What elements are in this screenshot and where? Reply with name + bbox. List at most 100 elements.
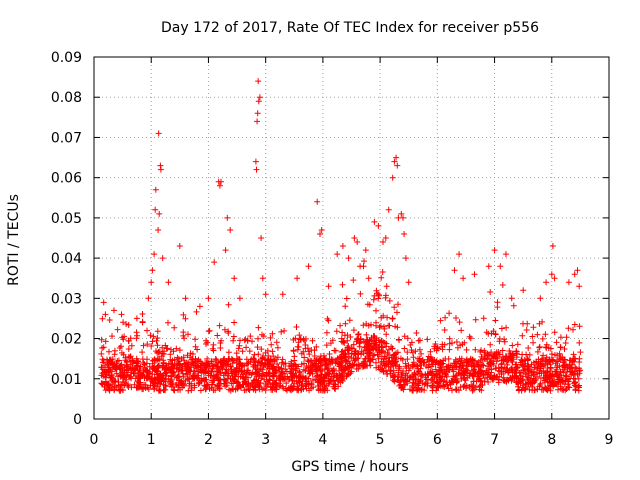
data-point — [565, 378, 572, 385]
data-point — [550, 382, 556, 389]
data-point — [232, 373, 239, 380]
data-point — [405, 367, 412, 374]
data-point — [496, 373, 503, 380]
data-point — [305, 348, 312, 355]
data-point — [305, 263, 312, 270]
data-point — [150, 333, 157, 340]
data-point — [463, 346, 470, 353]
data-point — [547, 345, 554, 352]
data-point — [120, 375, 127, 382]
data-point — [125, 337, 132, 344]
data-point — [298, 381, 305, 388]
data-point — [485, 263, 492, 270]
y-axis-label: ROTI / TECUs — [6, 194, 22, 286]
data-point — [314, 379, 321, 386]
data-point — [480, 315, 487, 322]
data-point — [219, 360, 226, 367]
data-point — [168, 369, 175, 376]
y-tick-label: 0.09 — [51, 50, 82, 66]
data-point — [321, 352, 327, 359]
data-point — [451, 363, 458, 369]
data-point — [335, 378, 342, 385]
data-point — [562, 377, 569, 384]
data-point — [134, 362, 141, 369]
data-point — [362, 339, 369, 346]
data-point — [225, 349, 232, 356]
data-point — [526, 366, 533, 372]
data-point — [551, 275, 558, 282]
data-point — [417, 337, 423, 344]
data-point — [267, 361, 274, 368]
data-point — [98, 350, 105, 357]
data-point — [229, 375, 236, 382]
data-point — [228, 355, 235, 362]
data-point — [124, 371, 131, 378]
data-point — [112, 365, 119, 372]
data-point — [332, 347, 339, 354]
data-point — [98, 336, 105, 343]
data-point — [295, 377, 302, 384]
data-point — [148, 343, 155, 349]
data-point — [294, 343, 301, 350]
data-point — [208, 358, 215, 365]
data-point — [369, 356, 376, 363]
data-point — [500, 377, 507, 384]
data-point — [209, 365, 216, 372]
data-point — [180, 354, 187, 361]
data-point — [176, 243, 183, 249]
data-point — [335, 372, 342, 379]
data-point — [130, 370, 137, 377]
data-point — [530, 324, 537, 331]
data-point — [373, 287, 380, 294]
data-point — [394, 162, 401, 169]
data-point — [156, 362, 163, 369]
data-point — [383, 331, 390, 338]
data-point — [407, 342, 414, 348]
data-point — [316, 357, 323, 364]
data-point — [219, 365, 226, 372]
data-point — [516, 386, 523, 393]
data-point — [556, 371, 563, 378]
data-point — [522, 380, 529, 387]
data-point — [149, 267, 156, 274]
data-point — [130, 359, 136, 366]
data-point — [460, 370, 467, 377]
data-point — [513, 378, 520, 385]
data-point — [106, 317, 113, 323]
data-point — [530, 371, 537, 378]
data-point — [376, 324, 383, 331]
x-tick-label: 2 — [204, 432, 213, 448]
data-point — [458, 327, 465, 334]
data-point — [425, 372, 432, 379]
data-point — [370, 296, 377, 303]
data-point — [334, 251, 341, 258]
x-tick-label: 7 — [490, 432, 499, 448]
data-point — [169, 380, 176, 387]
data-point — [442, 356, 449, 362]
data-point — [269, 386, 276, 393]
data-point — [513, 369, 520, 376]
data-point — [357, 290, 364, 297]
data-point — [216, 385, 223, 392]
data-point — [456, 251, 463, 258]
data-point — [501, 336, 508, 343]
data-point — [321, 375, 328, 381]
data-point — [279, 356, 286, 363]
data-point — [408, 347, 415, 353]
data-point — [101, 381, 108, 388]
data-point — [210, 387, 217, 394]
data-point — [428, 377, 435, 384]
data-point — [214, 332, 221, 339]
data-point — [462, 377, 469, 384]
data-point — [254, 118, 261, 125]
data-point — [171, 356, 178, 363]
data-point — [192, 336, 199, 343]
data-point — [490, 376, 497, 383]
data-point — [477, 378, 484, 385]
data-point — [461, 359, 468, 366]
data-point — [486, 373, 493, 380]
data-point — [179, 380, 186, 387]
data-point — [514, 341, 521, 348]
data-point — [542, 344, 549, 351]
data-point — [274, 354, 281, 361]
